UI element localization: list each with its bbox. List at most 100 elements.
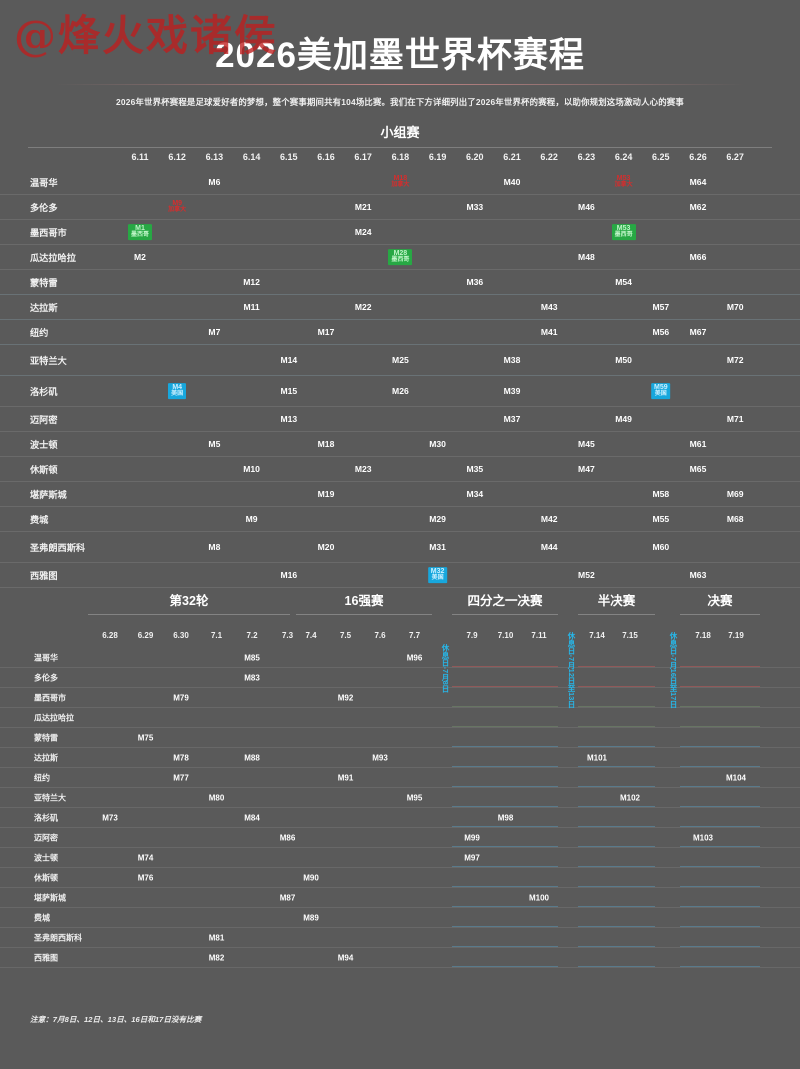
match-cell[interactable]: M78 bbox=[173, 753, 189, 762]
match-cell[interactable]: M70 bbox=[726, 302, 744, 312]
match-cell[interactable]: M90 bbox=[303, 873, 319, 882]
match-cell[interactable]: M4 美国 bbox=[168, 383, 187, 399]
match-cell[interactable]: M9 加拿大 bbox=[165, 199, 189, 215]
match-cell[interactable]: M84 bbox=[244, 813, 260, 822]
match-cell[interactable]: M20 bbox=[317, 542, 335, 552]
match-cell[interactable]: M64 bbox=[689, 177, 707, 187]
match-cell[interactable]: M53 墨西哥 bbox=[611, 224, 636, 240]
match-cell[interactable]: M79 bbox=[173, 693, 189, 702]
match-cell[interactable]: M63 bbox=[689, 570, 707, 580]
match-cell[interactable]: M16 bbox=[280, 570, 298, 580]
match-cell[interactable]: M44 bbox=[540, 542, 558, 552]
match-cell[interactable]: M29 bbox=[429, 514, 446, 524]
match-cell[interactable]: M96 bbox=[406, 653, 423, 662]
match-cell[interactable]: M30 bbox=[429, 439, 446, 449]
match-cell[interactable]: M36 bbox=[466, 277, 484, 287]
match-cell[interactable]: M33 bbox=[466, 202, 484, 212]
match-cell[interactable]: M62 bbox=[689, 202, 707, 212]
match-cell[interactable]: M2 bbox=[134, 252, 146, 262]
match-cell[interactable]: M98 bbox=[497, 813, 514, 822]
match-cell[interactable]: M93 bbox=[372, 753, 388, 762]
match-cell[interactable]: M24 bbox=[354, 227, 372, 237]
match-cell[interactable]: M95 bbox=[406, 793, 423, 802]
match-cell[interactable]: M50 bbox=[615, 355, 632, 365]
match-cell[interactable]: M8 bbox=[208, 542, 221, 552]
match-cell[interactable]: M58 bbox=[652, 489, 670, 499]
match-cell[interactable]: M21 bbox=[354, 202, 372, 212]
match-cell[interactable]: M102 bbox=[619, 793, 641, 802]
match-cell[interactable]: M100 bbox=[528, 893, 550, 902]
match-cell[interactable]: M103 bbox=[692, 833, 714, 842]
match-cell[interactable]: M56 bbox=[652, 327, 670, 337]
match-cell[interactable]: M91 bbox=[337, 773, 354, 782]
match-cell[interactable]: M74 bbox=[137, 853, 154, 862]
match-cell[interactable]: M32 美国 bbox=[427, 567, 448, 583]
match-cell[interactable]: M5 bbox=[208, 439, 221, 449]
match-cell[interactable]: M43 bbox=[540, 302, 558, 312]
match-cell[interactable]: M82 bbox=[208, 953, 225, 962]
match-cell[interactable]: M41 bbox=[540, 327, 558, 337]
match-cell[interactable]: M48 bbox=[578, 252, 595, 262]
match-cell[interactable]: M65 bbox=[689, 464, 707, 474]
match-cell[interactable]: M94 bbox=[337, 953, 354, 962]
match-cell[interactable]: M11 bbox=[243, 302, 260, 312]
match-cell[interactable]: M6 bbox=[208, 177, 221, 187]
match-cell[interactable]: M53 加拿大 bbox=[612, 174, 636, 190]
match-cell[interactable]: M15 bbox=[280, 386, 298, 396]
match-cell[interactable]: M61 bbox=[689, 439, 707, 449]
match-cell[interactable]: M55 bbox=[652, 514, 670, 524]
match-cell[interactable]: M19 bbox=[317, 489, 335, 499]
match-cell[interactable]: M59 美国 bbox=[650, 383, 671, 399]
match-cell[interactable]: M37 bbox=[503, 414, 521, 424]
match-cell[interactable]: M52 bbox=[578, 570, 595, 580]
match-cell[interactable]: M80 bbox=[208, 793, 225, 802]
match-cell[interactable]: M31 bbox=[429, 542, 446, 552]
match-cell[interactable]: M57 bbox=[652, 302, 670, 312]
match-cell[interactable]: M34 bbox=[466, 489, 484, 499]
match-cell[interactable]: M7 bbox=[208, 327, 221, 337]
match-cell[interactable]: M18 bbox=[317, 439, 335, 449]
match-cell[interactable]: M101 bbox=[586, 753, 608, 762]
match-cell[interactable]: M1 墨西哥 bbox=[127, 224, 153, 240]
match-cell[interactable]: M68 bbox=[726, 514, 744, 524]
match-cell[interactable]: M88 bbox=[244, 753, 260, 762]
match-cell[interactable]: M104 bbox=[725, 773, 747, 782]
match-cell[interactable]: M47 bbox=[578, 464, 595, 474]
match-cell[interactable]: M42 bbox=[540, 514, 558, 524]
match-cell[interactable]: M22 bbox=[354, 302, 372, 312]
match-cell[interactable]: M25 bbox=[392, 355, 409, 365]
match-cell[interactable]: M14 bbox=[280, 355, 298, 365]
match-cell[interactable]: M60 bbox=[652, 542, 670, 552]
match-cell[interactable]: M45 bbox=[578, 439, 595, 449]
match-cell[interactable]: M77 bbox=[173, 773, 189, 782]
match-cell[interactable]: M81 bbox=[208, 933, 225, 942]
match-cell[interactable]: M54 bbox=[615, 277, 632, 287]
match-cell[interactable]: M23 bbox=[354, 464, 372, 474]
match-cell[interactable]: M85 bbox=[244, 653, 260, 662]
match-cell[interactable]: M87 bbox=[279, 893, 296, 902]
match-cell[interactable]: M46 bbox=[578, 202, 595, 212]
match-cell[interactable]: M39 bbox=[503, 386, 521, 396]
match-cell[interactable]: M69 bbox=[726, 489, 744, 499]
match-cell[interactable]: M71 bbox=[726, 414, 744, 424]
match-cell[interactable]: M83 bbox=[244, 673, 260, 682]
match-cell[interactable]: M17 bbox=[317, 327, 335, 337]
match-cell[interactable]: M10 bbox=[243, 464, 260, 474]
match-cell[interactable]: M18 加拿大 bbox=[388, 174, 412, 190]
match-cell[interactable]: M28 墨西哥 bbox=[388, 249, 413, 265]
match-cell[interactable]: M86 bbox=[279, 833, 296, 842]
match-cell[interactable]: M38 bbox=[503, 355, 521, 365]
match-cell[interactable]: M76 bbox=[137, 873, 154, 882]
match-cell[interactable]: M75 bbox=[137, 733, 154, 742]
match-cell[interactable]: M92 bbox=[337, 693, 354, 702]
match-cell[interactable]: M89 bbox=[303, 913, 319, 922]
match-cell[interactable]: M67 bbox=[689, 327, 707, 337]
match-cell[interactable]: M97 bbox=[464, 853, 480, 862]
match-cell[interactable]: M66 bbox=[689, 252, 707, 262]
match-cell[interactable]: M35 bbox=[466, 464, 484, 474]
match-cell[interactable]: M12 bbox=[243, 277, 260, 287]
match-cell[interactable]: M49 bbox=[615, 414, 632, 424]
match-cell[interactable]: M73 bbox=[102, 813, 118, 822]
match-cell[interactable]: M99 bbox=[464, 833, 480, 842]
match-cell[interactable]: M40 bbox=[503, 177, 521, 187]
